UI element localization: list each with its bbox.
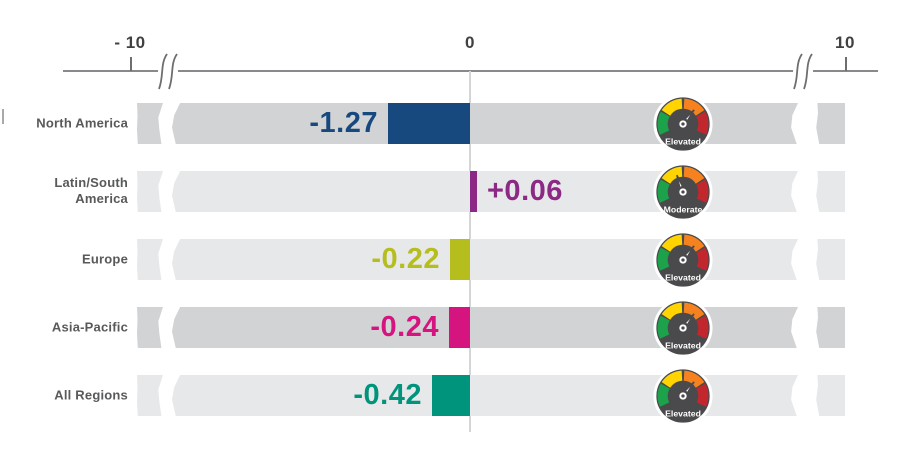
gauge-segment-yellow	[661, 370, 683, 389]
gauge-segment-red	[696, 179, 709, 203]
gauge-segment-green	[657, 315, 670, 339]
risk-gauge: Elevated	[653, 366, 713, 426]
region-label-line: All Regions	[54, 387, 128, 403]
gauge-segment-green	[657, 111, 670, 135]
risk-gauge: Elevated	[653, 94, 713, 154]
value-label: -0.22	[371, 243, 440, 275]
gauge-segment-red	[696, 247, 709, 271]
value-bar	[470, 171, 477, 212]
left-edge-tick	[2, 109, 4, 124]
axis-break-left-icon	[158, 53, 178, 90]
gauge-hub-dot	[681, 326, 685, 330]
risk-gauge: Elevated	[653, 298, 713, 358]
region-label-line: Latin/South	[54, 174, 128, 190]
gauge-segment-yellow	[661, 166, 683, 185]
gauge-segment-green	[657, 247, 670, 271]
gauge-segment-green	[657, 179, 670, 203]
region-row: Europe -0.22 Elevated	[0, 230, 897, 290]
gauge-segment-orange	[683, 370, 705, 389]
axis-break-stub-left	[137, 307, 163, 348]
gauge-hub-dot	[681, 122, 685, 126]
value-label: -0.24	[370, 311, 439, 343]
value-label: -1.27	[309, 107, 378, 139]
gauge-segment-red	[696, 111, 709, 135]
gauge-segment-red	[696, 315, 709, 339]
axis-break-stub-right	[816, 239, 845, 280]
region-label: All Regions	[0, 387, 128, 404]
axis-label-minus10: - 10	[114, 33, 146, 52]
region-row: Asia-Pacific -0.24 Elevated	[0, 298, 897, 358]
axis-break-stub-right	[816, 375, 845, 416]
value-bar	[432, 375, 470, 416]
axis-break-stub-right	[816, 103, 845, 144]
axis-break-stub-left	[137, 239, 163, 280]
axis-label-plus10: 10	[835, 33, 855, 52]
gauge-segment-yellow	[661, 98, 683, 117]
gauge-hub-dot	[681, 190, 685, 194]
risk-gauge: Moderate	[653, 162, 713, 222]
region-label: Europe	[0, 251, 128, 268]
region-label-line: America	[75, 191, 128, 207]
value-label: -0.42	[353, 379, 422, 411]
value-bar	[388, 103, 470, 144]
gauge-segment-yellow	[661, 302, 683, 321]
gauge-hub-dot	[681, 394, 685, 398]
gauge-hub-dot	[681, 258, 685, 262]
axis-break-stub-right	[816, 171, 845, 212]
region-label-line: Asia-Pacific	[51, 319, 128, 335]
gauge-segment-orange	[683, 234, 705, 253]
axis-label-zero: 0	[465, 33, 475, 52]
region-label: Asia-Pacific	[0, 319, 128, 336]
axis-tick-minus10	[130, 57, 132, 71]
region-label: Latin/South America	[0, 175, 128, 209]
gauge-segment-red	[696, 383, 709, 407]
gauge-status-label: Elevated	[665, 136, 701, 146]
gauge-segment-orange	[683, 166, 705, 185]
risk-gauge: Elevated	[653, 230, 713, 290]
value-bar	[450, 239, 470, 280]
region-row: Latin/South America +0.06 Moderate	[0, 162, 897, 222]
value-label: +0.06	[487, 175, 563, 207]
gauge-segment-green	[657, 383, 670, 407]
gauge-status-label: Moderate	[664, 204, 703, 214]
region-label: North America	[0, 115, 128, 132]
axis-break-stub-left	[137, 103, 163, 144]
region-row: All Regions -0.42 Elevated	[0, 366, 897, 426]
gauge-segment-orange	[683, 98, 705, 117]
region-label-line: North America	[36, 115, 128, 131]
axis-break-stub-left	[137, 375, 163, 416]
axis-break-stub-right	[816, 307, 845, 348]
axis-break-stub-left	[137, 171, 163, 212]
value-bar	[449, 307, 470, 348]
gauge-segment-yellow	[661, 234, 683, 253]
gauge-segment-orange	[683, 302, 705, 321]
region-row: North America -1.27 Elevated	[0, 94, 897, 154]
axis-tick-plus10	[845, 57, 847, 71]
gauge-status-label: Elevated	[665, 272, 701, 282]
region-label-line: Europe	[82, 251, 128, 267]
gauge-status-label: Elevated	[665, 408, 701, 418]
gauge-status-label: Elevated	[665, 340, 701, 350]
axis-break-right-icon	[793, 53, 813, 90]
